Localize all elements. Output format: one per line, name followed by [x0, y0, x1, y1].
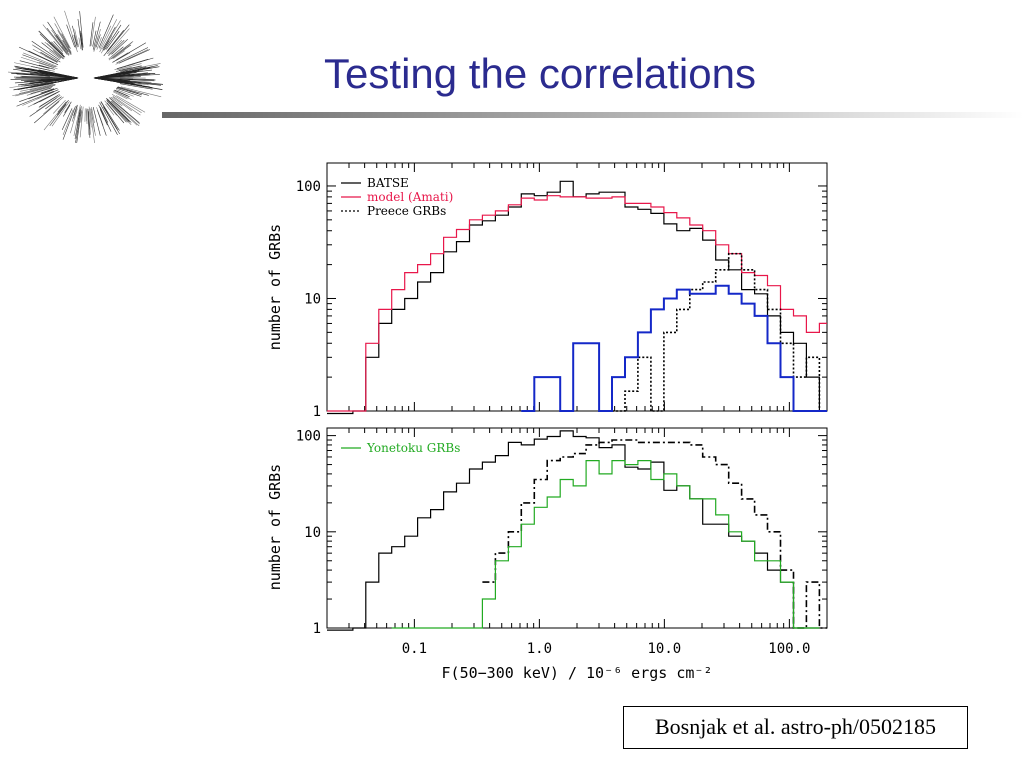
series-lower-0: [327, 430, 820, 631]
series-lower-2: [391, 460, 820, 629]
y-tick-label-upper: 1: [313, 404, 321, 420]
y-axis-label-upper: number of GRBs: [266, 224, 284, 350]
x-tick-label: 1.0: [527, 641, 552, 657]
starburst-logo-rays: [8, 10, 163, 143]
starburst-logo: [8, 10, 163, 143]
y-tick-label-lower: 10: [304, 525, 321, 541]
panel-lower-frame: [326, 427, 828, 629]
x-axis: 0.1 1.0 10.0 100.0: [402, 641, 811, 657]
legend-lower: Yonetoku GRBs: [341, 441, 460, 455]
y-axis-label-lower: number of GRBs: [266, 464, 284, 590]
x-tick-label: 0.1: [402, 641, 427, 657]
y-tick-label-lower: 100: [296, 429, 321, 445]
slide-title: Testing the correlations: [324, 50, 756, 97]
series-upper-3: [521, 284, 827, 412]
y-tick-label-lower: 1: [313, 621, 321, 637]
title-divider: [162, 112, 1024, 118]
panel-lower: 1 10 100 number of GRBs Yonetoku GRBs: [266, 427, 828, 637]
y-tick-label-upper: 100: [296, 179, 321, 195]
series-upper-2: [612, 252, 827, 412]
x-tick-label: 10.0: [648, 641, 682, 657]
legend-label: BATSE: [367, 176, 409, 190]
legend-label: model (Amati): [367, 190, 453, 204]
legend-label: Preece GRBs: [367, 204, 446, 218]
series-upper-1: [327, 195, 827, 412]
legend-label: Yonetoku GRBs: [366, 441, 460, 455]
series-lower-1: [482, 439, 827, 629]
x-tick-label: 100.0: [768, 641, 810, 657]
y-tick-label-upper: 10: [304, 291, 321, 307]
citation-box: Bosnjak et al. astro-ph/0502185: [623, 706, 968, 749]
x-axis-label: F(50−300 keV) / 10⁻⁶ ergs cm⁻²: [442, 664, 713, 682]
